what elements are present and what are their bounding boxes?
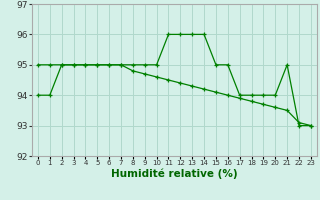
X-axis label: Humidité relative (%): Humidité relative (%) <box>111 169 238 179</box>
